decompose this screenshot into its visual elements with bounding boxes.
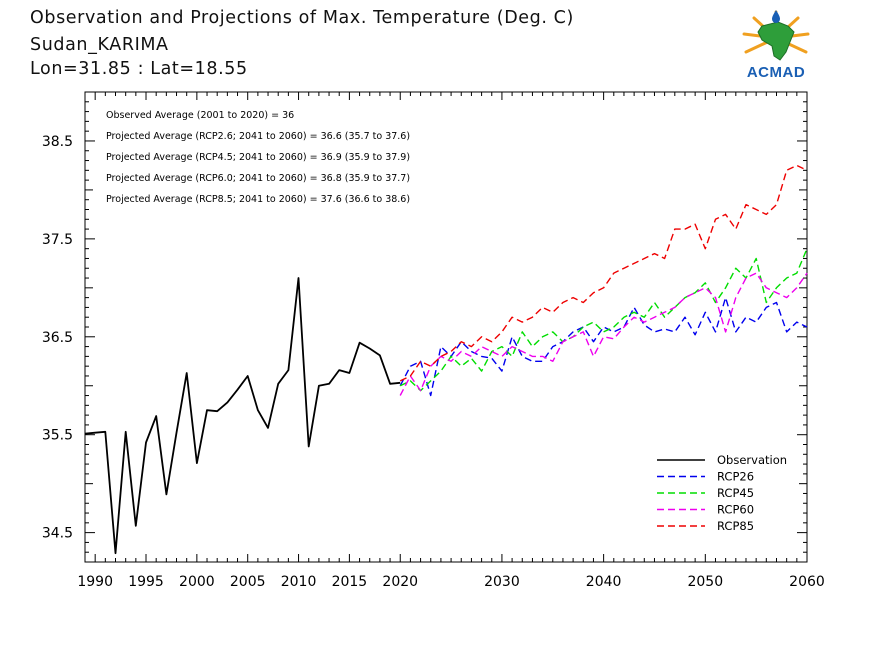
y-tick-label: 35.5 [42,428,73,444]
annotation-line: Projected Average (RCP2.6; 2041 to 2060)… [106,131,410,142]
axis-ticks: 1990 1995 2000 2005 2010 2015 2020 2030 2040 2050… [42,91,825,590]
legend-label: RCP60 [717,503,754,517]
annotations: Observed Average (2001 to 2020) = 36 Proj… [106,110,410,205]
annotation-line: Projected Average (RCP4.5; 2041 to 2060)… [106,152,410,163]
y-tick-label: 37.5 [42,232,73,248]
x-tick-label: 1995 [128,574,164,590]
annotation-line: Observed Average (2001 to 2020) = 36 [106,110,294,121]
x-tick-label: 2050 [687,574,723,590]
africa-map-icon [742,10,810,61]
data-series [84,164,808,555]
x-tick-label: 2010 [281,574,317,590]
x-tick-label: 2060 [789,574,825,590]
legend-label: RCP26 [717,470,754,484]
chart-coordinates: Lon=31.85 : Lat=18.55 [30,59,248,79]
series-line-rcp85 [399,164,808,382]
acmad-logo: ACMAD [736,8,822,84]
x-tick-label: 1990 [77,574,113,590]
series-line-observation [84,277,401,555]
x-tick-label: 2030 [484,574,520,590]
legend: Observation RCP26 RCP45 RCP60 RCP85 [657,453,787,533]
annotation-line: Projected Average (RCP8.5; 2041 to 2060)… [106,194,410,205]
logo-text: ACMAD [746,64,806,81]
y-tick-label: 34.5 [42,526,73,542]
series-line-rcp60 [399,272,808,396]
annotation-line: Projected Average (RCP6.0; 2041 to 2060)… [106,173,410,184]
x-tick-label: 2005 [230,574,266,590]
x-tick-label: 2000 [179,574,215,590]
series-line-rcp26 [399,296,808,397]
legend-label: Observation [717,453,787,467]
y-tick-label: 38.5 [42,134,73,150]
legend-label: RCP85 [717,519,754,533]
chart-location: Sudan_KARIMA [30,35,169,55]
x-tick-label: 2020 [382,574,418,590]
y-tick-label: 36.5 [42,330,73,346]
series-line-rcp45 [399,248,808,392]
legend-label: RCP45 [717,486,754,500]
chart-title: Observation and Projections of Max. Temp… [30,8,574,28]
x-tick-label: 2040 [586,574,622,590]
x-tick-label: 2015 [332,574,368,590]
